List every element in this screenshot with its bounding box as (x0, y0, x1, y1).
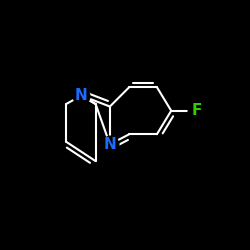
Text: F: F (191, 103, 202, 118)
Text: N: N (104, 137, 116, 152)
Text: N: N (75, 88, 88, 103)
